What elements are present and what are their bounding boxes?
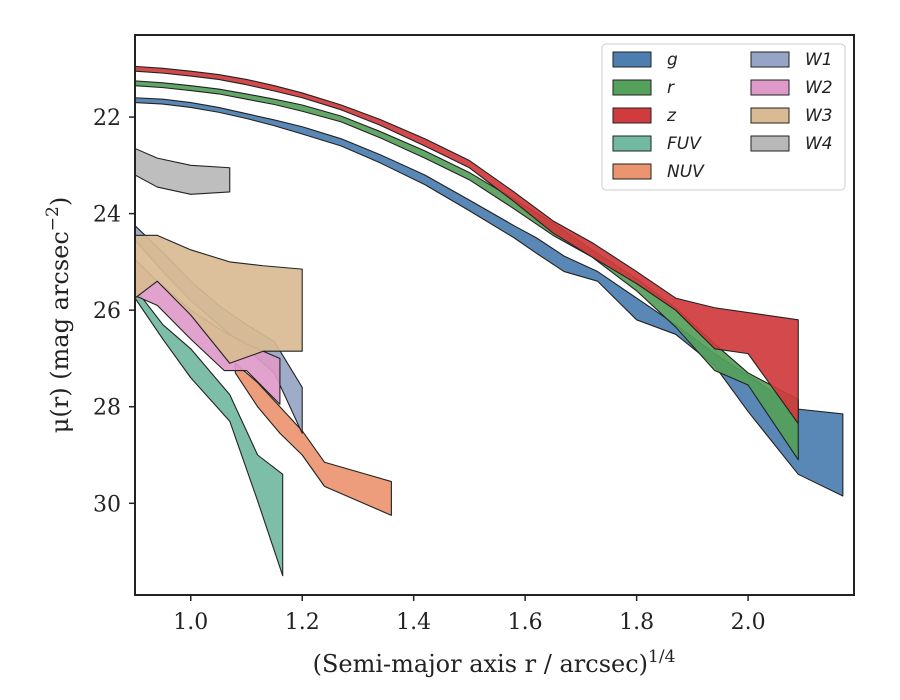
legend-swatch-w1 <box>750 51 790 68</box>
legend: grz FUV NUV W1 W2 W3 W4 <box>601 43 846 191</box>
legend-label-w4: W4 <box>805 134 833 154</box>
legend-swatch-w3 <box>750 107 790 124</box>
legend-swatch-r <box>612 79 652 96</box>
band-g <box>135 97 844 497</box>
band-w4 <box>135 147 231 195</box>
x-axis-label: (Semi-major axis r / arcsec)1/4​ <box>313 647 676 678</box>
legend-swatch-g <box>612 51 652 68</box>
band-nuv <box>234 362 392 516</box>
x-tick-label: 2.0 <box>731 610 766 635</box>
legend-label-z: z <box>666 106 677 126</box>
x-tick-label: 1.6 <box>508 610 543 635</box>
legend-swatch-w2 <box>750 79 790 96</box>
band-w3 <box>135 234 303 364</box>
y-tick-label: 22 <box>93 106 121 131</box>
x-tick-label: 1.2 <box>285 610 320 635</box>
legend-label-nuv: NUV <box>667 162 705 182</box>
y-axis: 22 24 26 28 30 <box>93 106 135 517</box>
legend-swatch-w4 <box>750 135 790 152</box>
y-axis-label: μ(r) (mag arcsec−2​) <box>43 197 74 433</box>
y-tick-label: 24 <box>93 203 121 228</box>
x-tick-label: 1.4 <box>396 610 431 635</box>
legend-swatch-z <box>612 107 652 124</box>
x-tick-label: 1.0 <box>173 610 208 635</box>
y-tick-label: 30 <box>93 492 121 517</box>
legend-label-r: r <box>667 78 675 98</box>
plot-frame <box>134 34 855 596</box>
legend-label-w2: W2 <box>805 78 833 98</box>
x-axis: 1.0 1.2 1.4 1.6 1.8 2.0 <box>173 595 766 635</box>
band-r <box>135 80 799 461</box>
y-tick-label: 26 <box>93 299 121 324</box>
legend-label-fuv: FUV <box>667 134 702 154</box>
legend-label-w1: W1 <box>805 50 833 70</box>
legend-label-g: g <box>667 50 678 70</box>
legend-swatch-nuv <box>612 163 652 180</box>
legend-label-w3: W3 <box>805 106 833 126</box>
legend-swatch-fuv <box>612 135 652 152</box>
band-fuv <box>135 287 284 577</box>
y-tick-label: 28 <box>93 396 121 421</box>
series-bands <box>135 65 844 577</box>
legend-items: grz FUV NUV W1 W2 W3 W4 <box>612 50 833 182</box>
band-z <box>135 65 799 425</box>
x-tick-label: 1.8 <box>619 610 654 635</box>
